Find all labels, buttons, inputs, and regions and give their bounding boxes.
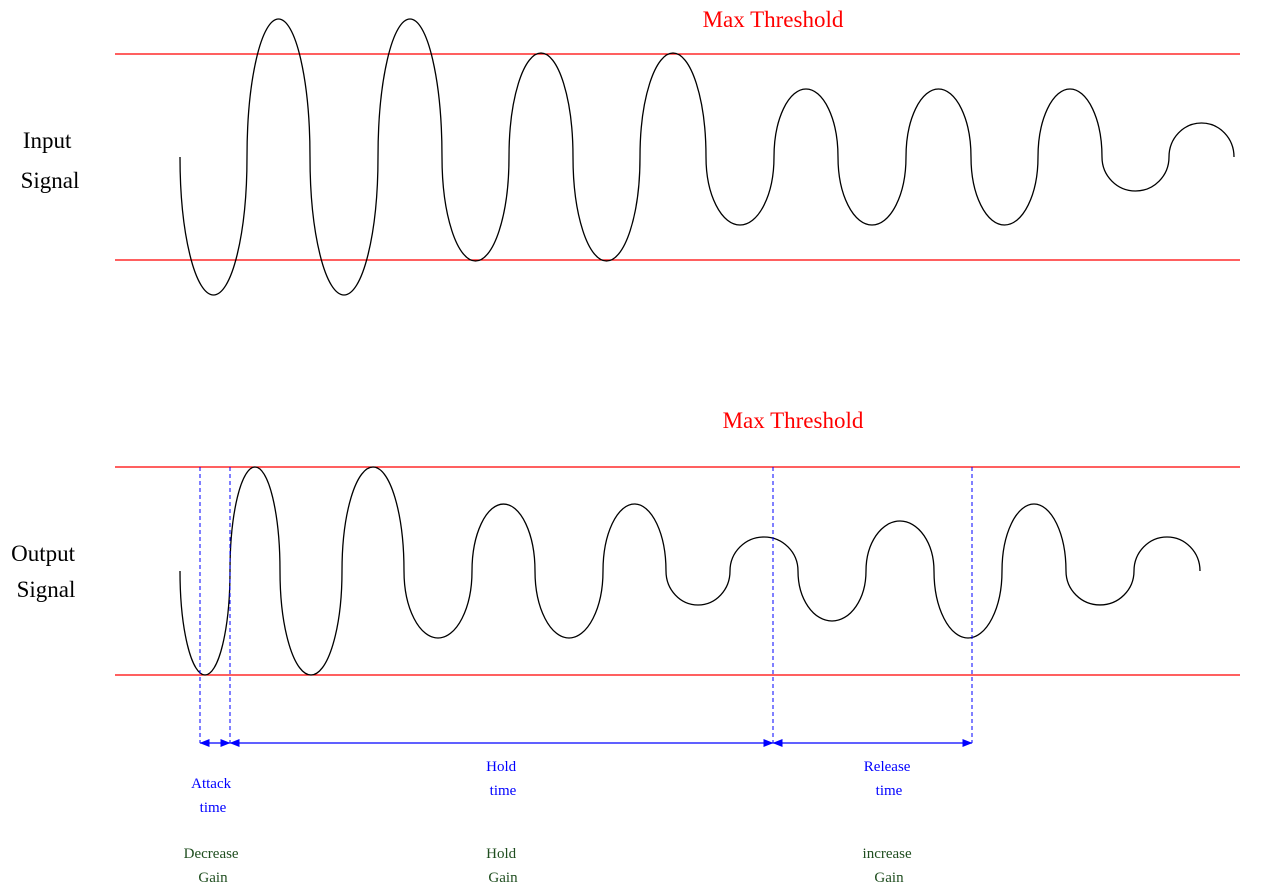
hold-time-label: Hold time	[486, 759, 520, 799]
attack-gain-label: Decrease Gain	[184, 846, 243, 886]
release-time-label: Release time	[864, 759, 914, 799]
input-panel: Max Threshold Input Signal	[21, 7, 1240, 296]
input-threshold-label: Max Threshold	[703, 7, 844, 32]
output-threshold-label: Max Threshold	[723, 408, 864, 433]
hold-gain-label: Hold Gain	[486, 846, 520, 886]
output-signal-label: Output Signal	[11, 541, 81, 602]
output-signal-waveform	[179, 466, 1201, 676]
input-signal-waveform	[179, 18, 1235, 296]
timing-labels: Attack time Hold time Release time	[191, 759, 914, 816]
attack-time-label: Attack time	[191, 776, 235, 816]
release-gain-label: increase Gain	[863, 846, 916, 886]
gain-labels: Decrease Gain Hold Gain increase Gain	[184, 846, 916, 886]
input-signal-label: Input Signal	[21, 128, 80, 193]
output-panel: Max Threshold Output Signal	[11, 408, 1240, 743]
